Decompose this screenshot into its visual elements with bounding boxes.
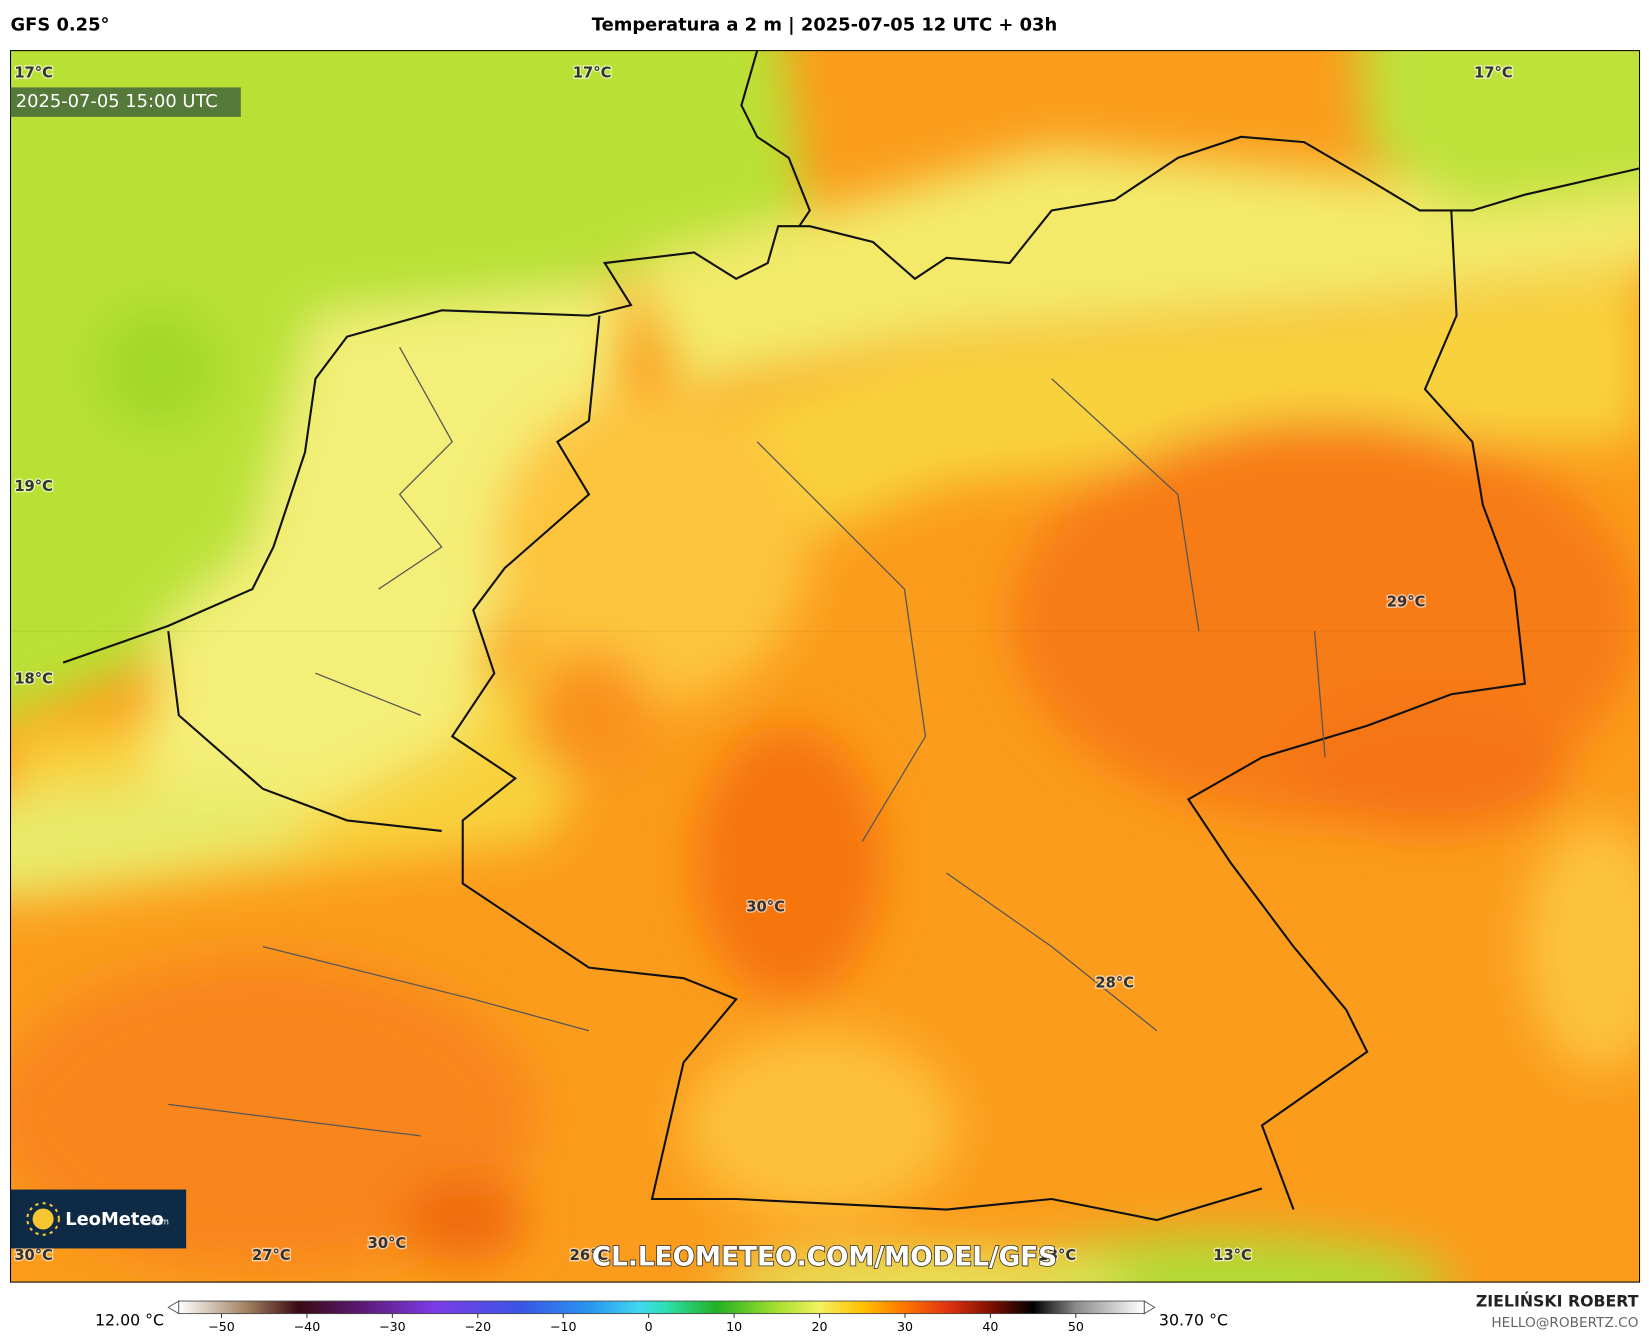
colorbar-tick-label: 30 [897, 1319, 913, 1334]
colorbar-tick-label: 0 [645, 1319, 653, 1334]
temperature-label: 13°C [1038, 1247, 1077, 1264]
colorbar-max: 30.70 °C [1159, 1311, 1228, 1330]
colorbar-tick-label: −20 [464, 1319, 491, 1334]
logo-sun [32, 1208, 54, 1230]
temperature-label: 17°C [1474, 65, 1513, 82]
temperature-label: 17°C [14, 65, 53, 82]
logo-name: LeoMeteo [65, 1209, 164, 1230]
temperature-label: 13°C [1213, 1247, 1252, 1264]
colorbar-tick-label: −40 [294, 1319, 321, 1334]
temperature-label: 30°C [368, 1235, 407, 1252]
temperature-label: 18°C [14, 670, 53, 687]
temperature-label: 29°C [1387, 594, 1426, 611]
colorbar-tick-label: 50 [1068, 1319, 1084, 1334]
temperature-label: 27°C [252, 1247, 291, 1264]
model-name: GFS 0.25° [11, 14, 110, 35]
watermark: CL.LEOMETEO.COM/MODEL/GFS [592, 1242, 1057, 1272]
temperature-label: 30°C [746, 899, 785, 916]
colorbar-tick-label: −30 [379, 1319, 406, 1334]
logo-rays [26, 1202, 60, 1236]
map-frame [9, 50, 1641, 1283]
temperature-label: 17°C [573, 65, 612, 82]
colorbar-extend-high [1143, 1300, 1156, 1315]
colorbar-tick-label: 20 [812, 1319, 828, 1334]
temperature-label: 28°C [1095, 974, 1134, 991]
colorbar-extend-low [167, 1300, 180, 1315]
colorbar-min: 12.00 °C [95, 1311, 164, 1330]
colorbar-tick-label: −50 [208, 1319, 235, 1334]
valid-time-box [10, 87, 241, 117]
colorbar: −50 −40 −30 −20 −10 0 10 20 30 40 50 [167, 1300, 1156, 1334]
map-labels: 17°C 17°C 17°C 19°C 18°C 29°C 30°C 28°C 30°C 27°C… [13, 63, 1514, 1265]
temperature-label: 19°C [14, 478, 53, 495]
colorbar-tick-label: −10 [550, 1319, 577, 1334]
author: ZIELIŃSKI ROBERT [1476, 1292, 1639, 1311]
valid-time: 2025-07-05 15:00 UTC [16, 91, 218, 112]
colorbar-tick-label: 40 [982, 1319, 998, 1334]
email: HELLO@ROBERTZ.CO [1491, 1315, 1638, 1331]
temperature-label: 30°C [14, 1247, 53, 1264]
temperature-label: 26°C [570, 1247, 609, 1264]
logo-suffix: .com [148, 1217, 169, 1227]
colorbar-body [178, 1300, 1145, 1315]
colorbar-tick-label: 10 [726, 1319, 742, 1334]
map-title: Temperatura a 2 m | 2025-07-05 12 UTC + … [592, 14, 1057, 35]
